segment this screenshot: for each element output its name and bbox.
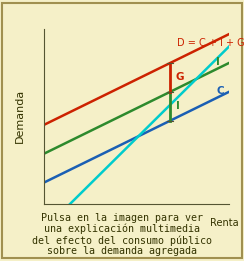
Text: C: C	[216, 86, 224, 96]
Text: Renta: Renta	[210, 218, 239, 228]
Text: Pulsa en la imagen para ver: Pulsa en la imagen para ver	[41, 213, 203, 223]
Text: I: I	[216, 57, 220, 67]
Text: una explicación multimedia: una explicación multimedia	[44, 224, 200, 234]
Text: D = C + I + G: D = C + I + G	[177, 38, 244, 48]
Text: G: G	[176, 73, 184, 82]
Text: Demanda: Demanda	[15, 89, 25, 143]
Text: del efecto del consumo público: del efecto del consumo público	[32, 235, 212, 246]
Text: I: I	[176, 101, 179, 111]
Text: sobre la demanda agregada: sobre la demanda agregada	[47, 246, 197, 256]
